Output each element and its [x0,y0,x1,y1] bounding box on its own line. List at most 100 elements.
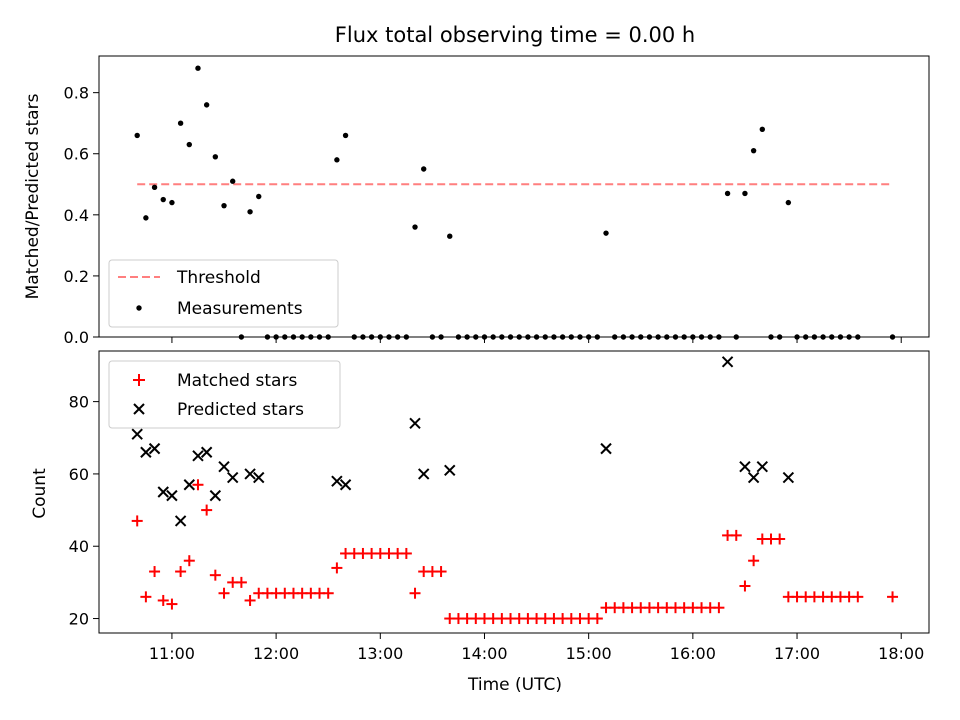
matched-star-point [400,547,412,559]
matched-star-point [235,576,247,588]
matched-star-point [409,587,421,599]
legend-threshold-label: Threshold [176,268,261,288]
bottom-y-tick-label: 60 [69,465,89,484]
bottom-y-axis-label: Count [30,468,50,519]
matched-star-point [730,529,742,541]
measurement-point [134,132,140,139]
matched-star-point [748,555,760,567]
measurement-point [334,157,340,163]
predicted-star-point [747,471,760,484]
measurement-point [212,154,219,160]
bottom-axes-frame [98,350,930,634]
predicted-star-point [140,446,152,458]
predicted-star-point [339,479,352,491]
predicted-star-point [739,460,751,473]
bottom-y-tick-label: 80 [69,393,89,412]
measurement-point [160,196,166,203]
measurement-point [750,147,757,154]
predicted-star-point [756,460,769,473]
top-y-tick-label: 0.8 [64,84,89,103]
matched-star-point [713,602,725,614]
measurement-point [724,190,731,197]
bottom-legend: Matched stars Predicted stars [108,360,341,429]
predicted-star-point [226,471,239,484]
predicted-star-point [157,486,169,498]
matched-star-point [852,591,864,603]
measurement-point [447,233,453,239]
matched-star-point [140,591,152,603]
top-y-tick-label: 0.6 [64,145,89,164]
top-legend: Threshold Measurements [108,259,339,328]
measurement-point [742,190,748,197]
top-legend-box [108,259,339,328]
bottom-x-tick-label: 14:00 [461,644,507,663]
bottom-x-tick-label: 13:00 [357,644,403,663]
matched-star-point [218,587,230,599]
matched-star-point [209,569,221,581]
matched-star-point [435,566,447,578]
measurement-point [247,209,253,215]
predicted-star-point [409,417,421,430]
measurement-point [412,224,418,230]
matched-star-point [157,594,169,606]
predicted-star-point [166,489,178,502]
predicted-star-point [418,468,430,480]
measurement-point [195,65,201,71]
top-y-tick-label: 0.4 [64,206,89,225]
legend-matched-marker [133,374,145,386]
predicted-star-point [331,475,343,487]
legend-matched-label: Matched stars [177,371,297,391]
legend-predicted-label: Predicted stars [177,400,304,420]
predicted-star-point [600,442,612,455]
legend-measurements-label: Measurements [177,299,303,319]
predicted-star-point [444,464,456,477]
predicted-star-point [244,468,256,480]
measurement-point [143,215,149,221]
measurement-point [230,178,236,184]
measurement-point [785,199,792,206]
matched-star-point [887,591,899,603]
matched-star-point [166,598,178,610]
top-chart-title: Flux total observing time = 0.00 h [335,23,695,47]
matched-star-point [591,613,603,625]
bottom-y-tick-label: 40 [69,537,89,556]
bottom-x-tick-label: 12:00 [253,644,299,663]
predicted-star-point [192,450,204,462]
bottom-x-axis-label: Time (UTC) [467,675,562,695]
measurement-point [151,184,158,191]
predicted-star-point [183,479,195,491]
bottom-x-tick-label: 18:00 [878,644,924,663]
top-y-tick-label: 0.0 [64,328,89,347]
measurement-point [759,126,766,133]
matched-star-point [739,580,751,592]
measurement-point [186,141,192,148]
matched-star-point [192,479,204,491]
predicted-star-point [131,428,143,440]
matched-star-point [183,555,195,567]
predicted-star-point [200,446,213,458]
top-y-tick-label: 0.2 [64,267,89,286]
matched-star-point [175,566,187,578]
measurement-point [342,132,349,139]
matched-star-point [131,515,143,527]
bottom-x-tick-label: 16:00 [670,644,716,663]
bottom-x-tick-label: 15:00 [566,644,612,663]
predicted-star-point [209,489,222,502]
predicted-star-point [721,356,734,368]
measurement-point [177,120,184,126]
bottom-y-tick-label: 20 [69,610,89,629]
matched-star-point [331,562,343,574]
top-y-axis-label: Matched/Predicted stars [23,93,43,299]
matched-star-point [322,587,334,599]
legend-measurements-marker [136,305,142,311]
measurement-point [603,230,609,236]
measurement-point [256,193,262,200]
bottom-x-tick-label: 17:00 [774,644,820,663]
matched-star-point [774,533,786,545]
measurement-point [203,102,210,108]
predicted-star-point [218,460,230,473]
predicted-star-point [174,515,187,527]
legend-predicted-marker [133,403,145,415]
